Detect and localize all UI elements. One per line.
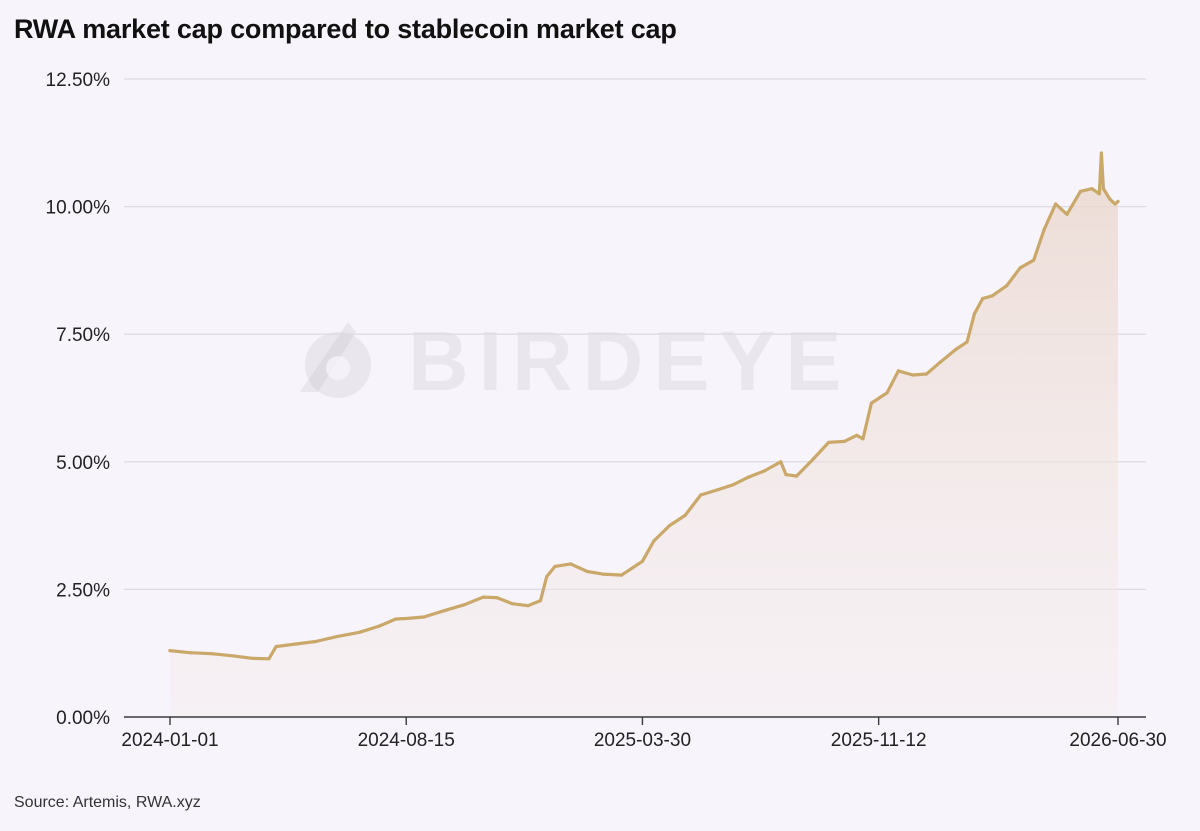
- data-point: [1108, 197, 1112, 201]
- y-tick-label: 5.00%: [56, 453, 110, 474]
- data-point: [1113, 202, 1117, 206]
- data-point: [896, 369, 901, 373]
- data-point: [394, 617, 398, 621]
- data-point: [510, 602, 514, 606]
- data-point: [620, 573, 624, 577]
- data-point: [538, 599, 543, 603]
- data-point: [683, 513, 687, 518]
- data-point: [250, 656, 254, 660]
- data-point: [1005, 284, 1009, 288]
- data-point: [965, 340, 969, 344]
- data-point: [938, 360, 942, 364]
- data-point: [855, 433, 859, 437]
- data-point: [357, 630, 361, 634]
- x-axis: 2024-01-01 2024-08-15 2025-03-30 2025-11-12…: [121, 716, 1167, 751]
- data-point: [1097, 192, 1101, 196]
- data-point: [1116, 199, 1120, 204]
- data-point: [335, 634, 340, 639]
- data-point: [747, 475, 751, 479]
- data-point: [652, 539, 656, 543]
- data-point: [1018, 266, 1022, 270]
- data-point: [779, 460, 783, 464]
- data-point: [188, 651, 192, 655]
- data-points: [168, 151, 1120, 661]
- y-axis: 0.00% 2.50% 5.00% 7.50% 10.00% 12.50%: [46, 70, 111, 729]
- data-point: [924, 372, 929, 376]
- data-point: [869, 401, 874, 405]
- y-tick-label: 10.00%: [46, 198, 111, 219]
- data-point: [1078, 189, 1083, 193]
- y-tick-label: 12.50%: [46, 70, 111, 91]
- data-point: [495, 596, 499, 600]
- data-point: [861, 437, 865, 441]
- data-point: [210, 652, 214, 656]
- series-line: [168, 151, 1120, 661]
- data-point: [274, 645, 278, 649]
- data-point: [314, 639, 318, 644]
- data-point: [731, 483, 735, 487]
- data-point: [667, 524, 672, 528]
- x-tick-label: 2026-06-30: [1069, 730, 1166, 751]
- data-point: [1065, 212, 1069, 216]
- x-tick-label: 2024-01-01: [121, 730, 218, 751]
- y-tick-label: 2.50%: [56, 580, 110, 601]
- data-point: [990, 294, 994, 298]
- area-fill: [170, 153, 1118, 717]
- data-point: [1101, 187, 1105, 191]
- data-point: [699, 493, 703, 497]
- data-point: [784, 473, 788, 477]
- chart-title: RWA market cap compared to stablecoin ma…: [14, 14, 677, 44]
- x-tick-label: 2025-11-12: [831, 730, 927, 751]
- data-point: [811, 457, 815, 461]
- data-point: [267, 657, 271, 661]
- data-point: [601, 572, 605, 576]
- data-point: [885, 391, 889, 395]
- data-point: [168, 649, 172, 653]
- source-note: Source: Artemis, RWA.xyz: [14, 794, 201, 811]
- data-point: [230, 654, 234, 658]
- data-point: [827, 440, 831, 444]
- data-point: [569, 562, 573, 566]
- data-point: [442, 609, 446, 613]
- data-point: [640, 559, 645, 563]
- data-point: [553, 564, 557, 569]
- data-point: [842, 439, 846, 443]
- data-point: [422, 615, 426, 619]
- data-point: [954, 347, 958, 352]
- data-point: [585, 569, 589, 574]
- data-point: [1054, 202, 1058, 206]
- y-tick-label: 7.50%: [56, 325, 110, 346]
- data-point: [981, 296, 985, 301]
- watermark-text: BIRDEYE: [408, 314, 851, 408]
- data-point: [545, 575, 549, 579]
- data-point: [462, 603, 467, 607]
- x-tick-label: 2025-03-30: [594, 730, 691, 751]
- data-point: [972, 312, 977, 316]
- data-point: [715, 488, 720, 492]
- data-point: [794, 474, 799, 478]
- data-point: [294, 642, 298, 646]
- data-point: [762, 469, 766, 473]
- chart: BIRDEYE 0.00% 2.50% 5.00% 7.50% 10.00% 12.50%…: [46, 70, 1167, 751]
- y-tick-label: 0.00%: [56, 708, 110, 729]
- data-point: [911, 373, 915, 377]
- watermark: BIRDEYE: [300, 314, 851, 408]
- data-point: [526, 604, 530, 608]
- data-point: [1090, 187, 1094, 191]
- data-point: [377, 624, 381, 628]
- data-point: [1032, 258, 1036, 262]
- data-point: [1099, 151, 1103, 155]
- data-point: [404, 616, 408, 621]
- x-tick-label: 2024-08-15: [358, 730, 455, 751]
- data-point: [1042, 228, 1046, 232]
- data-point: [481, 595, 485, 599]
